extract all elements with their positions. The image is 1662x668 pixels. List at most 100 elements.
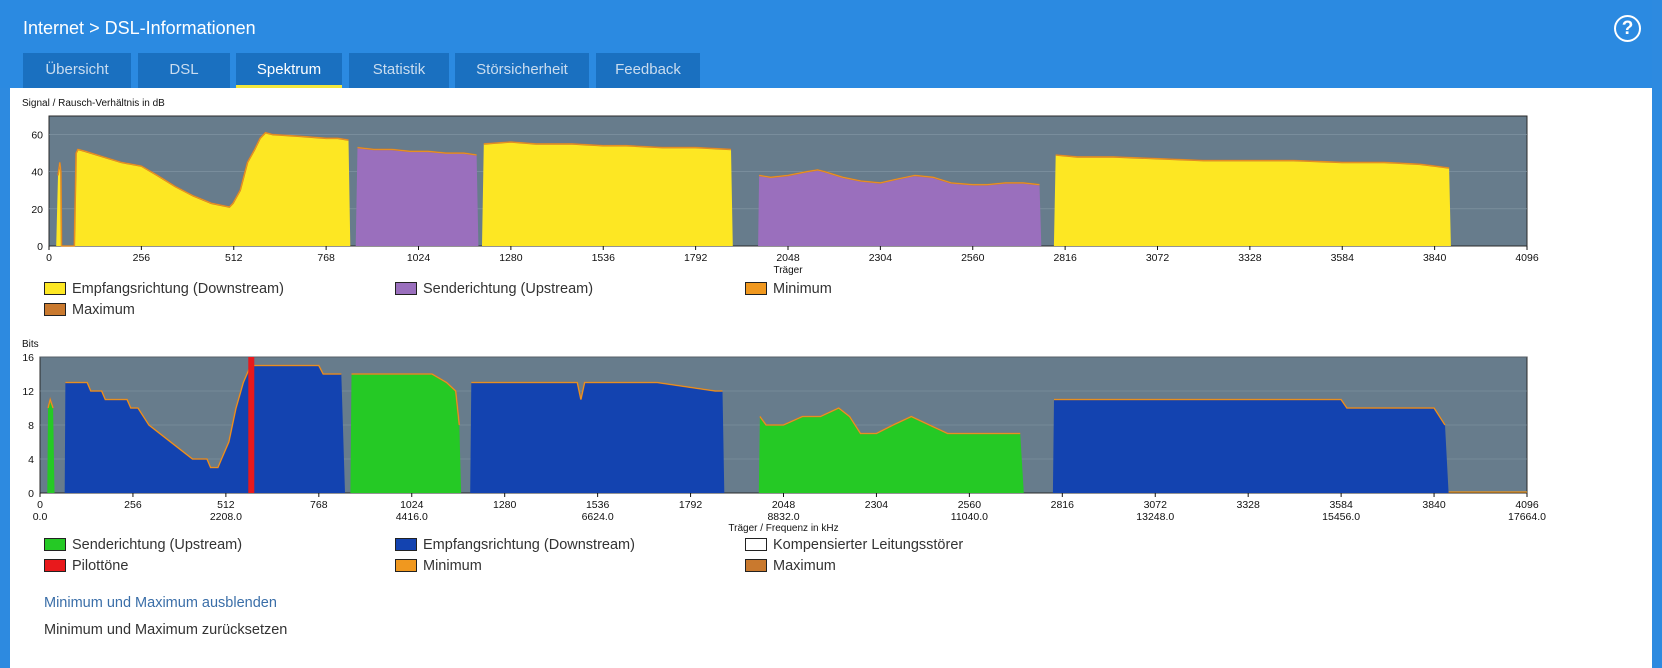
series-min-line [65,365,342,468]
snr-chart: 0 20 40 60 0 256 512 768 1024 1280 1536 1792 2048 230… [31,115,1539,276]
breadcrumb-separator: > [89,18,100,38]
x-tick-label: 3584 [1331,252,1355,264]
help-icon[interactable]: ? [1614,15,1641,42]
series-min-line [57,132,349,247]
x-tick-label-secondary: 0.0 [33,511,48,523]
x-tick-label: 2816 [1051,499,1075,511]
legend2-minimum-swatch [395,559,417,572]
series-min-line [471,382,723,400]
x-tick-label: 3840 [1423,252,1447,264]
x-tick-label: 2048 [772,499,796,511]
tab-feedback[interactable]: Feedback [596,53,700,88]
series-area [64,365,345,493]
x-tick-label: 256 [133,252,151,264]
breadcrumb-parent[interactable]: Internet [23,18,85,38]
series-min-line [351,373,460,426]
x-tick-label-secondary: 6624.0 [582,511,614,523]
x-tick-label: 1024 [407,252,431,264]
tab-spektrum[interactable]: Spektrum [236,53,342,88]
x-tick-label: 1792 [679,499,703,511]
legend1-minimum-swatch [745,282,767,295]
x-tick-label: 1280 [499,252,523,264]
breadcrumb: Internet > DSL-Informationen [23,18,256,39]
x-tick-label: 3328 [1237,499,1261,511]
y-tick-label: 40 [31,167,43,179]
y-tick-label: 12 [22,386,34,398]
x-tick-label: 0 [46,252,52,264]
series-min-line [759,169,1040,186]
series-area [47,399,55,493]
legend1-maximum-swatch [44,303,66,316]
x-tick-label: 2560 [958,499,982,511]
series-area [355,147,479,246]
x-tick-label-secondary: 17664.0 [1508,511,1546,523]
series-area [758,408,1024,493]
legend2-maximum-swatch [745,559,767,572]
x-tick-label: 0 [37,499,43,511]
series-min-line [483,141,732,150]
page-title: DSL-Informationen [104,18,256,38]
main-content: Signal / Rausch-Verhältnis in dB 0 20 40 60… [10,88,1652,668]
x-tick-label: 1024 [400,499,424,511]
x-tick-label: 3072 [1144,499,1168,511]
legend2-pilot-swatch [44,559,66,572]
reset-minmax-link[interactable]: Minimum und Maximum zurücksetzen [44,622,288,638]
series-area [56,132,351,246]
x-tick-label-secondary: 13248.0 [1136,511,1174,523]
series-area [350,374,462,493]
x-tick-label: 1280 [493,499,517,511]
x-tick-label: 3584 [1329,499,1353,511]
x-tick-label: 1792 [684,252,708,264]
y-tick-label: 4 [28,454,34,466]
series-area [1053,155,1451,246]
x-tick-label-secondary: 15456.0 [1322,511,1360,523]
tab-uebersicht[interactable]: Übersicht [23,53,131,88]
series-area [758,169,1042,246]
x-tick-label-secondary: 4416.0 [396,511,428,523]
y-tick-label: 0 [28,488,34,500]
x-tick-label: 2560 [961,252,985,264]
series-min-line [47,398,54,409]
legend2-compensated-swatch [745,538,767,551]
x-tick-label: 512 [217,499,235,511]
x-tick-label: 2304 [869,252,893,264]
x-tick-label: 1536 [586,499,610,511]
legend1-upstream-swatch [395,282,417,295]
header-bar: Internet > DSL-Informationen ? Übersicht… [0,0,1652,88]
pilot-tone-bar [248,357,255,493]
page-scrollbar[interactable] [1652,0,1662,668]
y-tick-label: 16 [22,352,34,364]
series-area [482,142,733,246]
x-tick-label: 2048 [776,252,800,264]
tab-statistik[interactable]: Statistik [349,53,449,88]
x-tick-label: 4096 [1515,252,1539,264]
x-tick-label: 1536 [592,252,616,264]
y-tick-label: 8 [28,420,34,432]
legend2-upstream-swatch [44,538,66,551]
x-tick-label: 768 [317,252,335,264]
x-tick-label: 2304 [865,499,889,511]
y-tick-label: 60 [31,130,43,142]
series-min-line [1054,399,1446,426]
x-tick-label: 256 [124,499,142,511]
snr-chart-title: Signal / Rausch-Verhältnis in dB [22,98,165,109]
x-tick-label: 768 [310,499,328,511]
series-min-line [759,407,1021,434]
series-min-line [1055,154,1450,169]
y-tick-label: 20 [31,204,43,216]
tab-dsl[interactable]: DSL [138,53,230,88]
x-tick-label: 3840 [1422,499,1446,511]
series-area [470,382,725,493]
legend1-downstream-swatch [44,282,66,295]
tab-stoersicherheit[interactable]: Störsicherheit [455,53,589,88]
x-tick-label: 3328 [1238,252,1262,264]
x-axis-label: Träger [773,265,803,276]
x-tick-label: 512 [225,252,243,264]
series-min-line [357,147,477,156]
x-tick-label-secondary: 8832.0 [767,511,799,523]
bits-chart: 0 4 8 12 16 0 256 512 768 1024 1280 1536 1792 2048 230… [22,352,1546,534]
x-axis-label: Träger / Frequenz in kHz [728,523,838,534]
toggle-minmax-link[interactable]: Minimum und Maximum ausblenden [44,595,277,611]
bits-chart-title: Bits [22,339,39,350]
series-area [1052,399,1449,493]
